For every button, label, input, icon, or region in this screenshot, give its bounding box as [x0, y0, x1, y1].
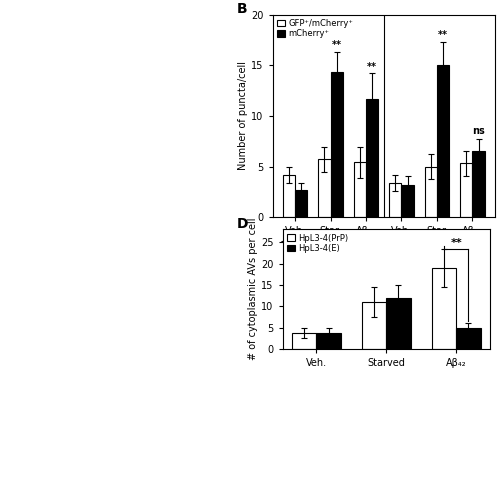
Bar	[460, 163, 472, 217]
Text: B: B	[237, 2, 248, 17]
Bar	[456, 328, 480, 349]
Bar	[316, 333, 341, 349]
Bar	[432, 268, 456, 349]
Legend: GFP⁺/mCherry⁺, mCherry⁺: GFP⁺/mCherry⁺, mCherry⁺	[276, 19, 353, 39]
Bar	[354, 163, 366, 217]
Bar	[386, 298, 410, 349]
Bar	[402, 185, 414, 217]
Bar	[295, 190, 308, 217]
Bar	[330, 72, 343, 217]
Bar	[282, 175, 295, 217]
Bar	[362, 302, 386, 349]
Text: **: **	[438, 30, 448, 40]
Text: D: D	[237, 218, 248, 231]
Text: ns: ns	[472, 126, 485, 136]
Y-axis label: # of cytoplasmic AVs per cell: # of cytoplasmic AVs per cell	[248, 218, 258, 361]
Bar	[292, 333, 316, 349]
Y-axis label: Number of puncta/cell: Number of puncta/cell	[238, 61, 248, 170]
Text: **: **	[332, 40, 342, 50]
Bar	[437, 65, 450, 217]
Bar	[366, 99, 378, 217]
Bar	[472, 151, 485, 217]
Text: **: **	[367, 62, 377, 72]
Text: **: **	[450, 238, 462, 248]
Legend: HpL3-4(PrP), HpL3-4(E): HpL3-4(PrP), HpL3-4(E)	[286, 234, 348, 253]
Bar	[424, 166, 437, 217]
Bar	[389, 183, 402, 217]
Text: HpL3-4(E): HpL3-4(E)	[412, 254, 462, 264]
Bar	[318, 160, 330, 217]
Text: HpL3-4(PrP): HpL3-4(PrP)	[302, 254, 360, 264]
